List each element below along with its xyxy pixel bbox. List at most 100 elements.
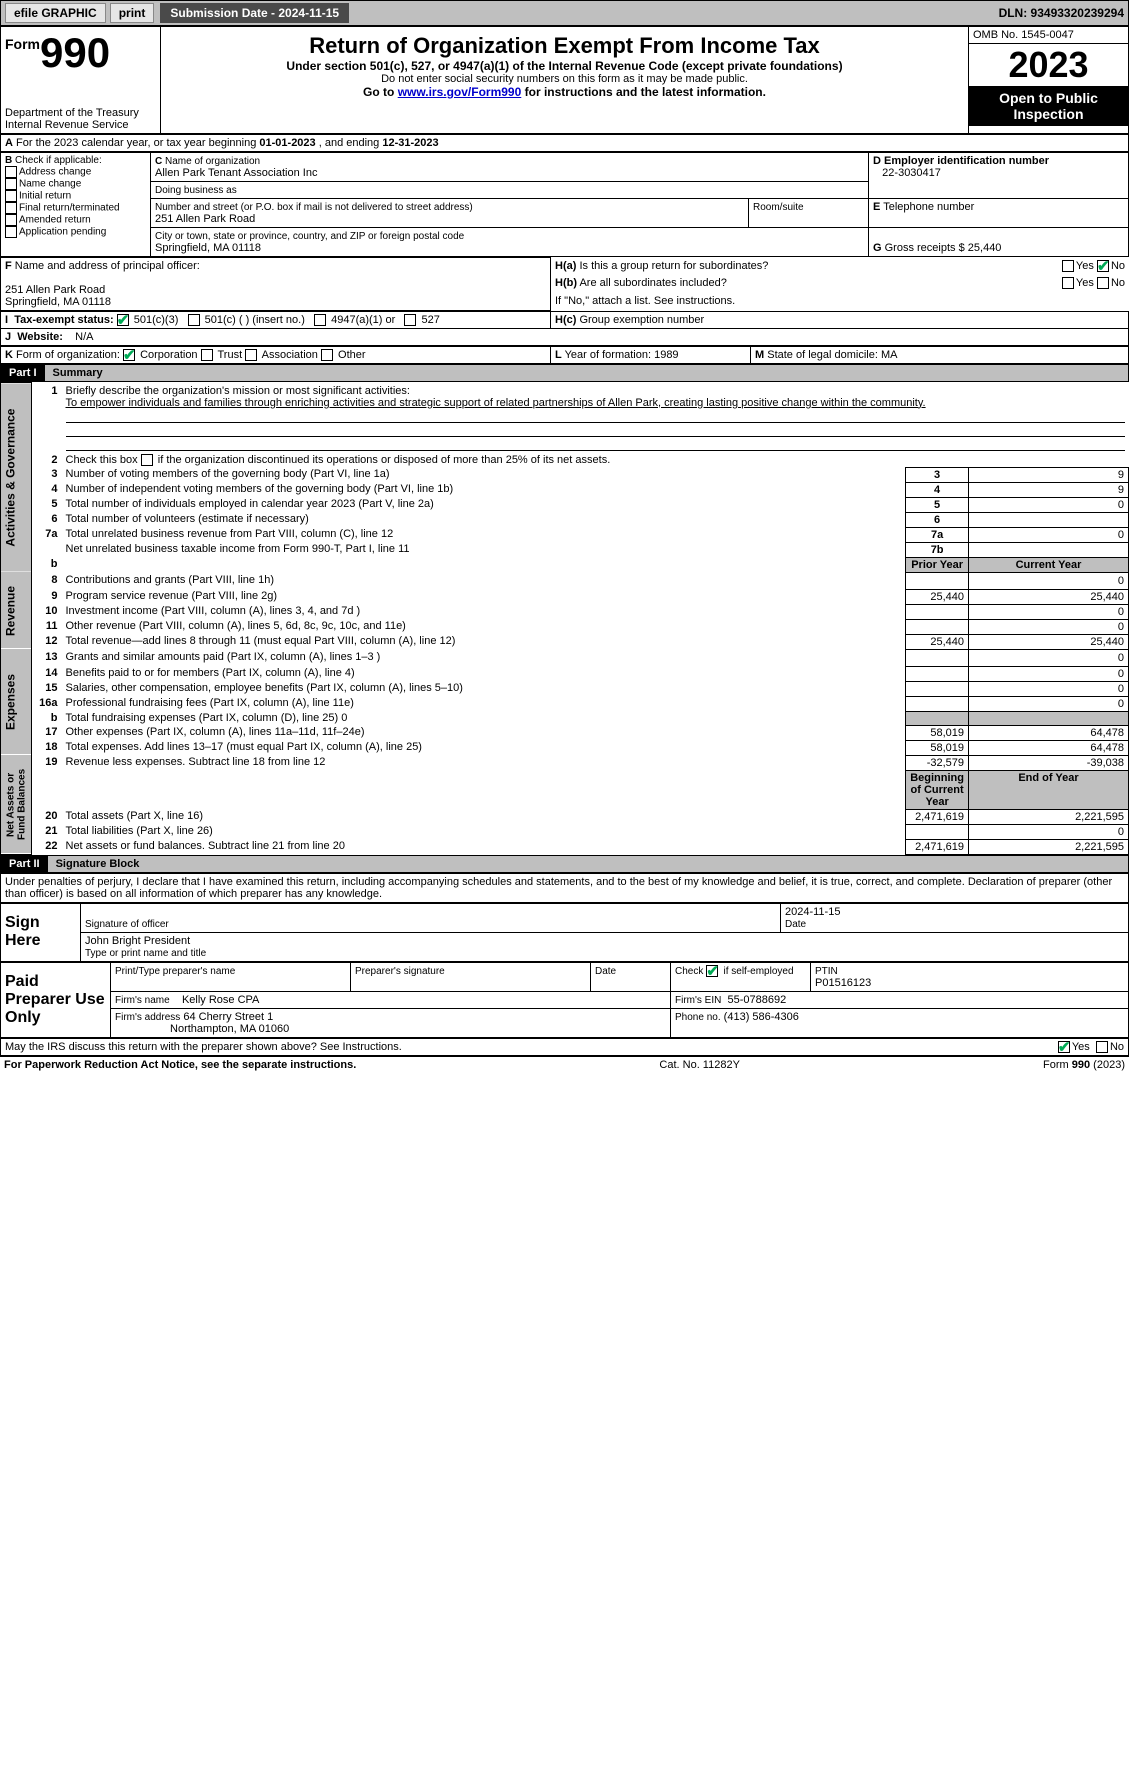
- l2: Check this box Check this box if the org…: [66, 454, 611, 466]
- part2-header: Part II Signature Block: [0, 855, 1129, 873]
- e20: 2,221,595: [969, 809, 1129, 824]
- addr-change-checkbox[interactable]: [5, 166, 17, 178]
- p16a: [906, 696, 969, 711]
- side-exp: Expenses: [1, 649, 32, 755]
- 527-checkbox[interactable]: [404, 314, 416, 326]
- c9: 25,440: [969, 589, 1129, 604]
- assoc-checkbox[interactable]: [245, 349, 257, 361]
- c13: 0: [969, 649, 1129, 666]
- phone-lbl: Phone no.: [675, 1012, 721, 1023]
- submission-date: Submission Date - 2024-11-15: [160, 3, 349, 23]
- irs-link[interactable]: www.irs.gov/Form990: [398, 85, 522, 99]
- self-emp-checkbox[interactable]: [706, 965, 718, 977]
- ha-lbl: Is this a group return for subordinates?: [579, 260, 768, 272]
- ssn-notice: Do not enter social security numbers on …: [167, 73, 962, 85]
- officer-name: John Bright President: [85, 935, 190, 947]
- b-init: Initial return: [19, 191, 71, 202]
- officer-addr2: Springfield, MA 01118: [5, 296, 111, 308]
- mission: To empower individuals and families thro…: [66, 397, 926, 409]
- goto-text: Go to: [363, 85, 398, 99]
- b22: 2,471,619: [906, 839, 969, 854]
- discuss-no: No: [1110, 1041, 1124, 1053]
- i-o2: 501(c) ( ) (insert no.): [205, 314, 305, 326]
- hb-yes-checkbox[interactable]: [1062, 277, 1074, 289]
- ij-table: I Tax-exempt status: 501(c)(3) 501(c) ( …: [0, 311, 1129, 346]
- k-trust: Trust: [217, 349, 242, 361]
- b-addr: Address change: [19, 167, 91, 178]
- print-button[interactable]: print: [110, 3, 155, 23]
- hb-yes: Yes: [1076, 277, 1094, 289]
- form-number: Form990: [5, 29, 156, 77]
- efile-button[interactable]: efile GRAPHIC: [5, 3, 106, 23]
- l15: Salaries, other compensation, employee b…: [62, 681, 906, 696]
- l6: Total number of volunteers (estimate if …: [62, 512, 906, 527]
- l17: Other expenses (Part IX, column (A), lin…: [62, 725, 906, 740]
- l1-lbl: Briefly describe the organization's miss…: [66, 385, 410, 397]
- l5: Total number of individuals employed in …: [62, 497, 906, 512]
- instr-text: for instructions and the latest informat…: [521, 85, 766, 99]
- name-change-checkbox[interactable]: [5, 178, 17, 190]
- b21: [906, 824, 969, 839]
- 4947-checkbox[interactable]: [314, 314, 326, 326]
- ha-yes: Yes: [1076, 260, 1094, 272]
- i-o1: 501(c)(3): [134, 314, 179, 326]
- paid-preparer-table: Paid Preparer Use Only Print/Type prepar…: [0, 962, 1129, 1038]
- amended-return-checkbox[interactable]: [5, 214, 17, 226]
- summary-table: Activities & Governance 1 Briefly descri…: [0, 382, 1129, 855]
- ha-yes-checkbox[interactable]: [1062, 260, 1074, 272]
- c16b-shade: [969, 711, 1129, 725]
- sign-here: Sign Here: [1, 903, 81, 961]
- other-checkbox[interactable]: [321, 349, 333, 361]
- entity-table: B Check if applicable: Address change Na…: [0, 152, 1129, 257]
- firm-name: Kelly Rose CPA: [182, 994, 259, 1006]
- 501c3-checkbox[interactable]: [117, 314, 129, 326]
- form-subtitle: Under section 501(c), 527, or 4947(a)(1)…: [167, 59, 962, 73]
- ha-no-checkbox[interactable]: [1097, 260, 1109, 272]
- l3: Number of voting members of the governin…: [62, 467, 906, 482]
- firm-ein: 55-0788692: [727, 994, 786, 1006]
- trust-checkbox[interactable]: [201, 349, 213, 361]
- fh-table: F Name and address of principal officer:…: [0, 257, 1129, 311]
- blank-line1: [66, 409, 1125, 423]
- letter-e: E: [873, 201, 880, 213]
- street-lbl: Number and street (or P.O. box if mail i…: [155, 202, 473, 213]
- m-lbl: State of legal domicile:: [767, 349, 878, 361]
- side-na: Net Assets or Fund Balances: [1, 755, 32, 854]
- l16b-val: 0: [341, 712, 347, 724]
- b-label: Check if applicable:: [15, 155, 102, 166]
- app-pending-checkbox[interactable]: [5, 226, 17, 238]
- final-return-checkbox[interactable]: [5, 202, 17, 214]
- l16b-pre: Total fundraising expenses (Part IX, col…: [66, 712, 339, 724]
- prep-sig-lbl: Preparer's signature: [355, 966, 445, 977]
- g-lbl: Gross receipts $: [885, 242, 965, 254]
- side-rev: Revenue: [1, 572, 32, 649]
- l2-checkbox[interactable]: [141, 454, 153, 466]
- footer-form: Form 990 (2023): [1043, 1059, 1125, 1071]
- initial-return-checkbox[interactable]: [5, 190, 17, 202]
- discuss-text: May the IRS discuss this return with the…: [5, 1041, 402, 1053]
- letter-c: C: [155, 156, 162, 167]
- sign-here-table: Sign Here Signature of officer 2024-11-1…: [0, 903, 1129, 962]
- c15: 0: [969, 681, 1129, 696]
- website: N/A: [75, 331, 93, 343]
- firm-addr2: Northampton, MA 01060: [170, 1023, 289, 1035]
- hc-lbl: Group exemption number: [579, 314, 704, 326]
- open-public: Open to Public Inspection: [969, 86, 1128, 126]
- p19: -32,579: [906, 755, 969, 770]
- c16a: 0: [969, 696, 1129, 711]
- 501c-checkbox[interactable]: [188, 314, 200, 326]
- discuss-no-checkbox[interactable]: [1096, 1041, 1108, 1053]
- hb-no-checkbox[interactable]: [1097, 277, 1109, 289]
- l12: Total revenue—add lines 8 through 11 (mu…: [62, 634, 906, 649]
- corp-checkbox[interactable]: [123, 349, 135, 361]
- dba-lbl: Doing business as: [155, 185, 237, 196]
- gross-receipts: 25,440: [968, 242, 1002, 254]
- l18: Total expenses. Add lines 13–17 (must eq…: [62, 740, 906, 755]
- c8: 0: [969, 572, 1129, 589]
- discuss-yes-checkbox[interactable]: [1058, 1041, 1070, 1053]
- topbar: efile GRAPHIC print Submission Date - 20…: [0, 0, 1129, 26]
- c14: 0: [969, 666, 1129, 681]
- dept-treasury: Department of the Treasury Internal Reve…: [5, 107, 156, 131]
- p18: 58,019: [906, 740, 969, 755]
- p15: [906, 681, 969, 696]
